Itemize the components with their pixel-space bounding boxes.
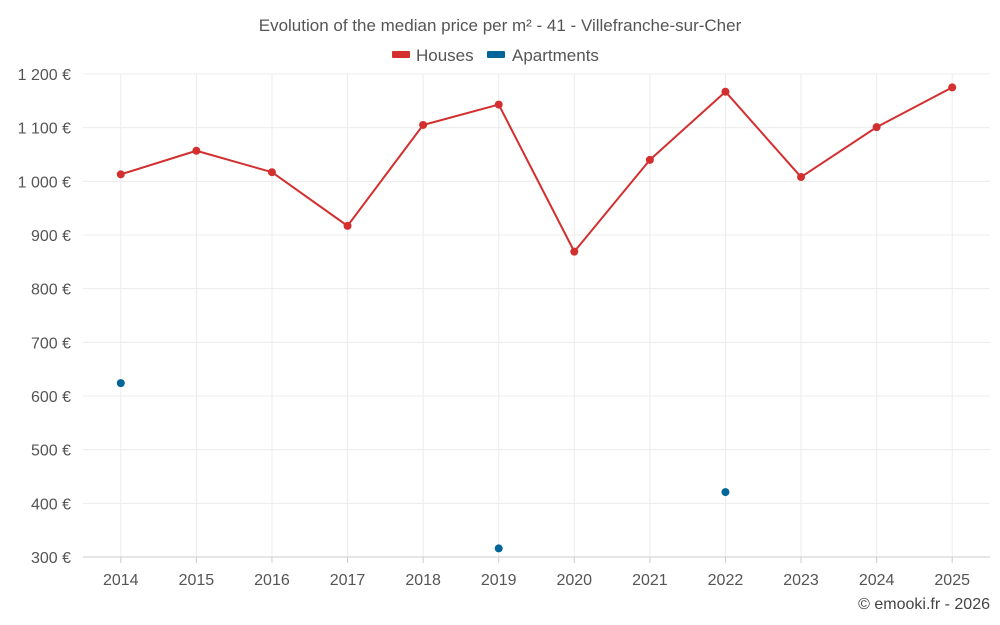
series-line-houses — [120, 86, 953, 253]
y-axis: 300 € 400 € 500 € 600 € 700 € 800 € 900 € 1 000… — [18, 67, 71, 567]
y-tick-label: 600 € — [31, 389, 71, 406]
data-point-houses[interactable] — [192, 146, 201, 155]
legend-item-houses[interactable]: Houses — [392, 46, 474, 65]
data-point-houses[interactable] — [343, 221, 352, 230]
data-point-houses[interactable] — [267, 168, 276, 177]
x-tick-label: 2017 — [330, 572, 366, 589]
y-tick-label: 900 € — [31, 228, 71, 245]
data-point-houses[interactable] — [872, 123, 881, 132]
data-point-apartments[interactable] — [494, 544, 503, 553]
data-point-apartments[interactable] — [721, 488, 730, 497]
legend: Houses Apartments — [392, 46, 599, 65]
x-tick-label: 2014 — [103, 572, 139, 589]
y-tick-label: 300 € — [31, 550, 71, 567]
series — [116, 83, 957, 553]
x-tick-label: 2019 — [481, 572, 517, 589]
legend-label-houses: Houses — [416, 46, 474, 65]
x-tick-label: 2024 — [859, 572, 895, 589]
y-tick-label: 500 € — [31, 443, 71, 460]
legend-swatch-houses — [392, 51, 410, 58]
y-tick-label: 700 € — [31, 335, 71, 352]
data-point-houses[interactable] — [419, 120, 428, 129]
x-tick-label: 2025 — [934, 572, 970, 589]
data-point-houses[interactable] — [721, 87, 730, 96]
y-tick-label: 400 € — [31, 496, 71, 513]
y-tick-label: 1 000 € — [18, 174, 71, 191]
y-tick-label: 1 100 € — [18, 121, 71, 138]
data-point-houses[interactable] — [494, 100, 503, 109]
grid — [83, 73, 990, 557]
data-point-apartments[interactable] — [116, 379, 125, 388]
x-tick-label: 2023 — [783, 572, 819, 589]
x-tick-label: 2022 — [708, 572, 744, 589]
x-axis: 2014 2015 2016 2017 2018 2019 2020 2021 2022 2023… — [83, 556, 990, 589]
data-point-houses[interactable] — [645, 155, 654, 164]
x-tick-label: 2021 — [632, 572, 668, 589]
y-tick-label: 1 200 € — [18, 67, 71, 84]
chart-title: Evolution of the median price per m² - 4… — [259, 16, 742, 35]
x-tick-label: 2020 — [556, 572, 592, 589]
credit-text: © emooki.fr - 2026 — [858, 596, 990, 613]
legend-label-apartments: Apartments — [512, 46, 599, 65]
data-point-houses[interactable] — [948, 83, 957, 92]
x-tick-label: 2018 — [405, 572, 441, 589]
y-tick-label: 800 € — [31, 282, 71, 299]
data-point-houses[interactable] — [116, 170, 125, 179]
legend-swatch-apartments — [487, 51, 505, 58]
legend-item-apartments[interactable]: Apartments — [487, 46, 599, 65]
data-point-houses[interactable] — [797, 173, 806, 182]
x-tick-label: 2016 — [254, 572, 290, 589]
data-point-houses[interactable] — [570, 247, 579, 256]
x-tick-label: 2015 — [179, 572, 215, 589]
